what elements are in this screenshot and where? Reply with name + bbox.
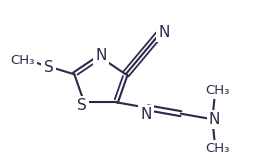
- Text: CH₃: CH₃: [205, 84, 229, 97]
- Text: S: S: [44, 60, 53, 75]
- Text: S: S: [77, 98, 87, 113]
- Text: N: N: [158, 25, 170, 40]
- Text: N: N: [209, 112, 220, 127]
- Text: CH₃: CH₃: [205, 142, 229, 155]
- Text: N: N: [140, 107, 152, 122]
- Text: N: N: [95, 48, 107, 62]
- Text: CH₃: CH₃: [10, 54, 35, 67]
